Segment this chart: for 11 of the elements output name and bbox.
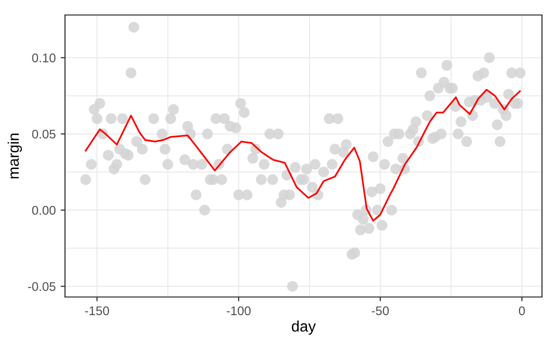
y-tick-label: -0.05: [28, 282, 56, 291]
line-series: [84, 88, 521, 222]
y-tick-label: 0.05: [32, 130, 56, 139]
y-axis-title: margin: [8, 134, 22, 178]
y-tick-label: 0.10: [32, 53, 56, 62]
x-axis-title: day: [292, 320, 316, 335]
x-tick-label: -50: [372, 306, 389, 316]
x-tick-label: -150: [85, 306, 110, 316]
y-tick-label: 0.00: [32, 206, 56, 215]
x-tick-label: 0: [518, 306, 525, 316]
x-tick-label: -100: [226, 306, 251, 316]
